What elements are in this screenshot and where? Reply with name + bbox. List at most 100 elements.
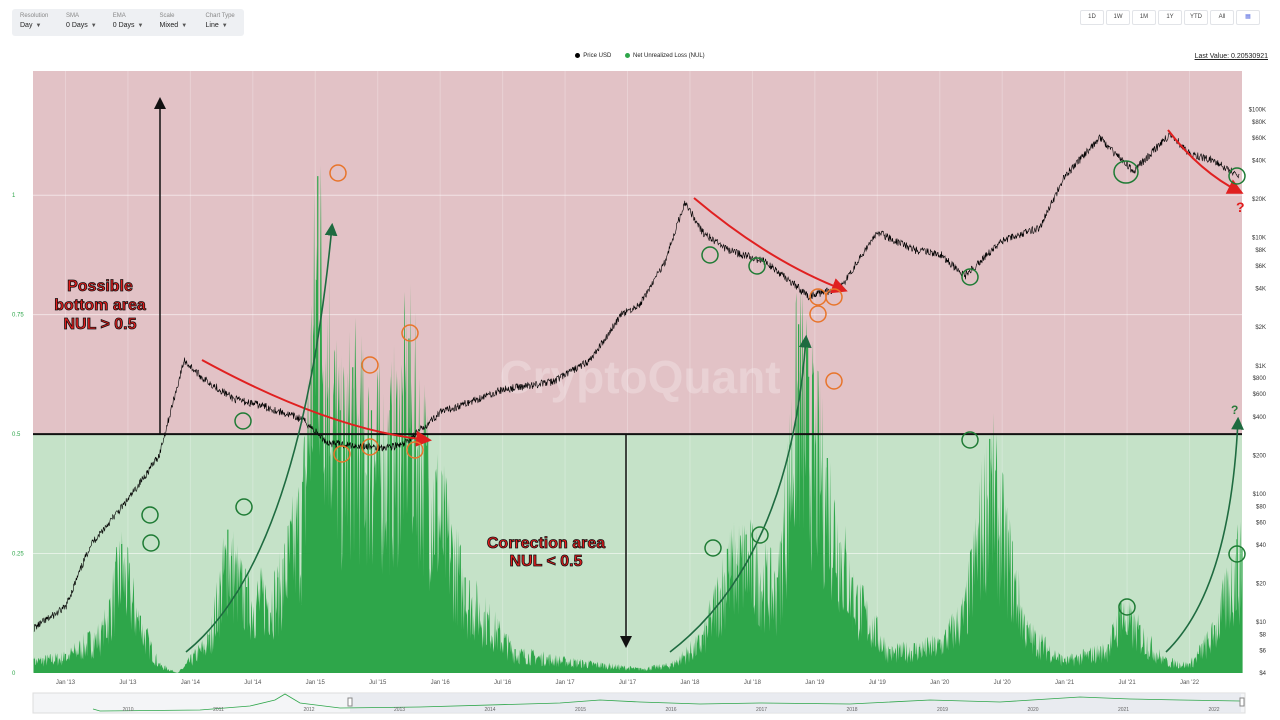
right-tick-label: $60K xyxy=(1252,136,1266,142)
sma-select[interactable]: SMA 0 Days ▼ xyxy=(58,9,105,36)
question-mark-price: ? xyxy=(1236,199,1245,215)
orange-marker-circle xyxy=(329,164,347,182)
left-tick-label: 1 xyxy=(12,193,16,199)
navigator-tick-label: 2022 xyxy=(1208,707,1219,713)
x-tick-label: Jul '13 xyxy=(119,680,137,686)
green-marker-circle xyxy=(1228,167,1246,185)
orange-marker-circle xyxy=(333,445,351,463)
correction-area-annotation: NUL < 0.5 xyxy=(509,553,582,570)
red-trend-arrow xyxy=(1167,129,1244,194)
chart-toolbar: Resolution Day ▼ SMA 0 Days ▼ EMA 0 Days ▼ … xyxy=(12,9,244,36)
x-tick-label: Jan '21 xyxy=(1055,680,1075,686)
bottom-area-annotation: bottom area xyxy=(54,297,146,314)
legend-item-nul[interactable]: Net Unrealized Loss (NUL) xyxy=(624,53,705,59)
green-marker-circle xyxy=(704,539,722,557)
ema-label: EMA xyxy=(112,13,126,19)
green-marker-circle xyxy=(1118,598,1136,616)
navigator-tick-label: 2016 xyxy=(665,707,676,713)
navigator-tick-label: 2012 xyxy=(303,707,314,713)
x-tick-label: Jan '13 xyxy=(56,680,76,686)
x-tick-label: Jan '22 xyxy=(1180,680,1200,686)
resolution-label: Resolution xyxy=(20,13,49,19)
green-marker-circle xyxy=(141,506,159,524)
resolution-select[interactable]: Resolution Day ▼ xyxy=(12,9,58,36)
navigator-tick-label: 2018 xyxy=(846,707,857,713)
sma-label: SMA xyxy=(66,13,80,19)
timeframe-buttons: 1D 1W 1M 1Y YTD All ▦ xyxy=(1078,10,1260,25)
timeframe-1w-button[interactable]: 1W xyxy=(1106,10,1130,25)
green-marker-circle xyxy=(961,268,979,286)
left-tick-label: 0.75 xyxy=(12,313,24,319)
right-tick-label: $40K xyxy=(1252,159,1266,165)
chevron-down-icon: ▼ xyxy=(137,23,144,29)
navigator-tick-label: 2015 xyxy=(575,707,586,713)
x-tick-label: Jan '17 xyxy=(555,680,575,686)
orange-marker-circle xyxy=(406,441,424,459)
timeframe-1m-button[interactable]: 1M xyxy=(1132,10,1156,25)
x-tick-label: Jul '20 xyxy=(994,680,1012,686)
green-marker-circle xyxy=(751,526,769,544)
right-tick-label: $100K xyxy=(1249,108,1266,114)
last-value-link[interactable]: Last Value: 0.20530921 xyxy=(1194,53,1268,60)
right-tick-label: $80 xyxy=(1256,504,1267,510)
navigator-tick-label: 2020 xyxy=(1027,707,1038,713)
green-marker-circle xyxy=(1228,545,1246,563)
timeframe-1d-button[interactable]: 1D xyxy=(1080,10,1104,25)
bottom-area-annotation: Possible xyxy=(67,278,133,295)
scale-label: Scale xyxy=(159,13,175,19)
red-trend-arrow xyxy=(693,197,848,294)
right-tick-label: $60 xyxy=(1256,520,1267,526)
chevron-down-icon: ▼ xyxy=(221,23,228,29)
navigator-tick-label: 2013 xyxy=(394,707,405,713)
right-tick-label: $800 xyxy=(1253,376,1267,382)
right-tick-label: $100 xyxy=(1253,492,1267,498)
scale-select[interactable]: Scale Mixed ▼ xyxy=(152,9,198,36)
range-navigator-line xyxy=(92,693,1241,712)
right-tick-label: $1K xyxy=(1255,364,1266,370)
chart-type-select[interactable]: Chart Type Line ▼ xyxy=(198,9,244,36)
orange-marker-circle xyxy=(809,305,827,323)
green-marker-circle xyxy=(234,412,252,430)
right-tick-label: $20K xyxy=(1252,197,1266,203)
watermark: CryptoQuant xyxy=(499,351,780,403)
x-tick-label: Jul '18 xyxy=(744,680,762,686)
green-rise-arrow xyxy=(1165,416,1244,653)
ema-select[interactable]: EMA 0 Days ▼ xyxy=(105,9,152,36)
x-tick-label: Jul '17 xyxy=(619,680,637,686)
legend-dot-nul xyxy=(624,53,630,58)
timeframe-ytd-button[interactable]: YTD xyxy=(1184,10,1208,25)
right-tick-label: $10 xyxy=(1256,620,1267,626)
range-handle-right[interactable] xyxy=(1239,697,1245,707)
red-trend-arrow xyxy=(201,359,432,447)
range-handle-left[interactable] xyxy=(347,697,353,707)
left-tick-label: 0 xyxy=(12,671,16,677)
legend-item-price[interactable]: Price USD xyxy=(575,53,611,59)
orange-marker-circle xyxy=(401,324,419,342)
green-marker-circle xyxy=(235,498,253,516)
ema-value: 0 Days xyxy=(112,22,135,29)
legend-dot-price xyxy=(575,53,581,58)
orange-marker-circle xyxy=(361,356,379,374)
orange-marker-circle xyxy=(825,372,843,390)
timeframe-all-button[interactable]: All xyxy=(1210,10,1234,25)
question-mark-nul: ? xyxy=(1231,403,1238,417)
x-tick-label: Jan '16 xyxy=(431,680,451,686)
x-tick-label: Jul '19 xyxy=(869,680,887,686)
scale-value: Mixed xyxy=(159,22,179,29)
chart-type-value: Line xyxy=(205,22,219,29)
right-tick-label: $200 xyxy=(1253,453,1267,459)
nul-area-series xyxy=(34,165,1243,673)
x-tick-label: Jan '20 xyxy=(930,680,950,686)
resolution-value: Day xyxy=(20,22,33,29)
navigator-tick-label: 2019 xyxy=(937,707,948,713)
calendar-icon[interactable]: ▦ xyxy=(1236,10,1260,25)
navigator-tick-label: 2014 xyxy=(484,707,495,713)
timeframe-1y-button[interactable]: 1Y xyxy=(1158,10,1182,25)
left-tick-label: 0.25 xyxy=(12,552,24,558)
right-tick-label: $8K xyxy=(1255,248,1266,254)
right-tick-label: $40 xyxy=(1256,543,1267,549)
right-tick-label: $4K xyxy=(1255,287,1266,293)
correction-area-annotation: Correction area xyxy=(487,535,605,552)
price-line-series xyxy=(33,131,1240,632)
